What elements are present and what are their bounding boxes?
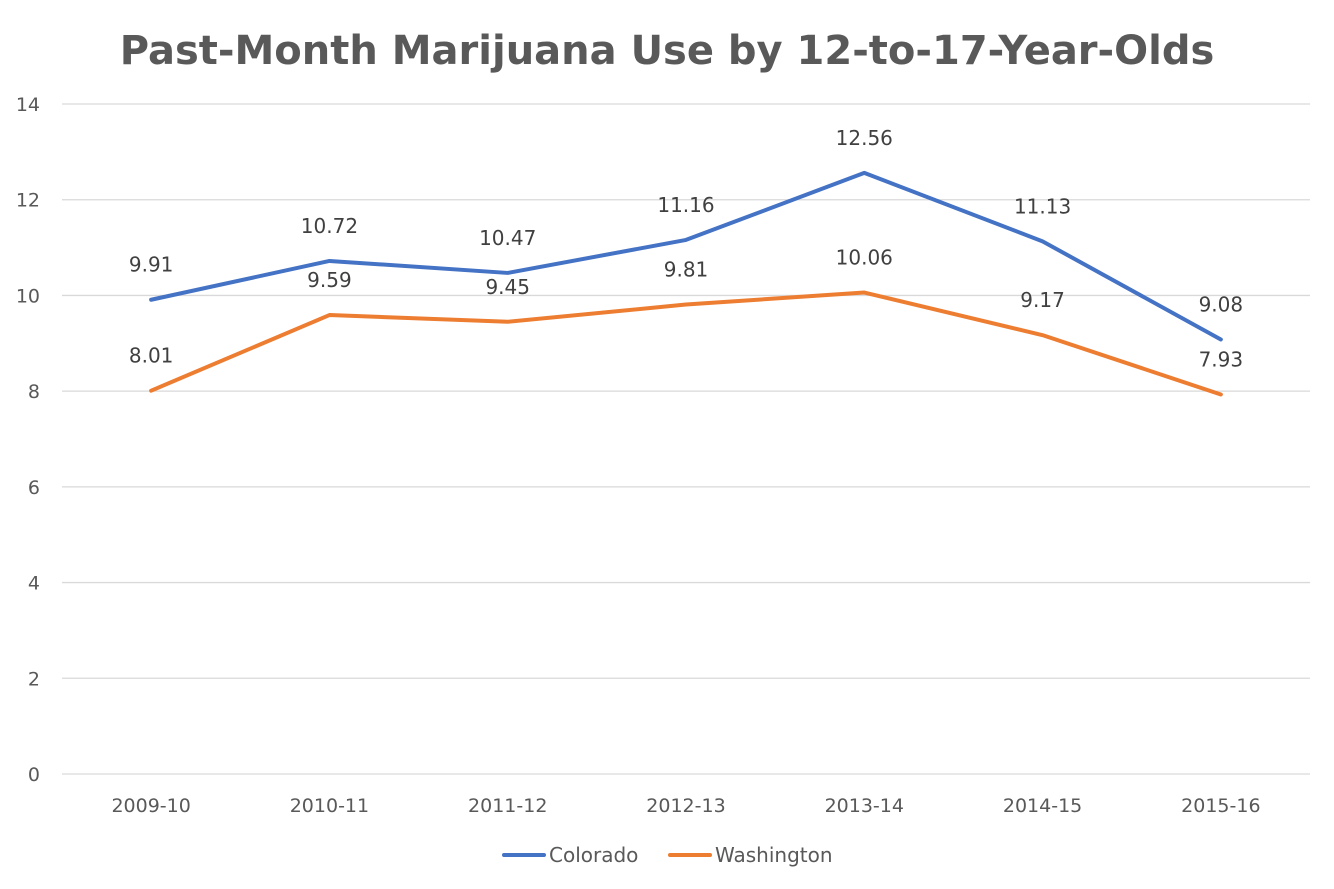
data-label-colorado: 11.16 <box>657 193 714 217</box>
y-tick-label: 4 <box>28 573 40 595</box>
y-tick-label: 0 <box>28 764 40 786</box>
data-label-colorado: 10.72 <box>301 214 358 238</box>
series-lines <box>149 170 1223 397</box>
x-tick-label: 2012-13 <box>646 795 725 817</box>
y-tick-label: 8 <box>28 381 40 403</box>
data-label-washington: 9.17 <box>1020 288 1065 312</box>
legend-label-washington: Washington <box>715 843 833 867</box>
y-tick-label: 14 <box>16 94 40 116</box>
data-label-colorado: 12.56 <box>836 126 893 150</box>
y-tick-label: 2 <box>28 668 40 690</box>
data-label-washington: 9.45 <box>485 275 530 299</box>
data-label-washington: 8.01 <box>129 344 174 368</box>
data-label-washington: 7.93 <box>1199 347 1244 371</box>
data-labels: 9.91 10.72 10.47 11.16 12.56 11.13 9.08 8.01 9.5… <box>129 126 1243 372</box>
data-label-washington: 9.81 <box>664 258 709 282</box>
y-tick-label: 12 <box>16 190 40 212</box>
legend: Colorado Washington <box>502 843 833 867</box>
data-label-colorado: 10.47 <box>479 226 536 250</box>
data-label-washington: 9.59 <box>307 268 352 292</box>
gridlines <box>62 103 1310 775</box>
x-tick-label: 2010-11 <box>290 795 369 817</box>
data-label-colorado: 11.13 <box>1014 194 1071 218</box>
x-axis-tick-labels: 2009-10 2010-11 2011-12 2012-13 2013-14 2014-… <box>111 795 1260 817</box>
x-tick-label: 2009-10 <box>111 795 190 817</box>
data-label-colorado: 9.91 <box>129 253 174 277</box>
legend-label-colorado: Colorado <box>549 843 638 867</box>
x-tick-label: 2011-12 <box>468 795 547 817</box>
data-label-washington: 10.06 <box>836 246 893 270</box>
y-tick-label: 6 <box>28 477 40 499</box>
x-tick-label: 2014-15 <box>1003 795 1082 817</box>
x-tick-label: 2013-14 <box>825 795 904 817</box>
x-tick-label: 2015-16 <box>1181 795 1260 817</box>
chart-title: Past-Month Marijuana Use by 12-to-17-Yea… <box>120 28 1215 74</box>
y-axis-tick-labels: 0 2 4 6 8 10 12 14 <box>16 94 40 786</box>
y-tick-label: 10 <box>16 285 40 307</box>
data-label-colorado: 9.08 <box>1199 292 1244 316</box>
